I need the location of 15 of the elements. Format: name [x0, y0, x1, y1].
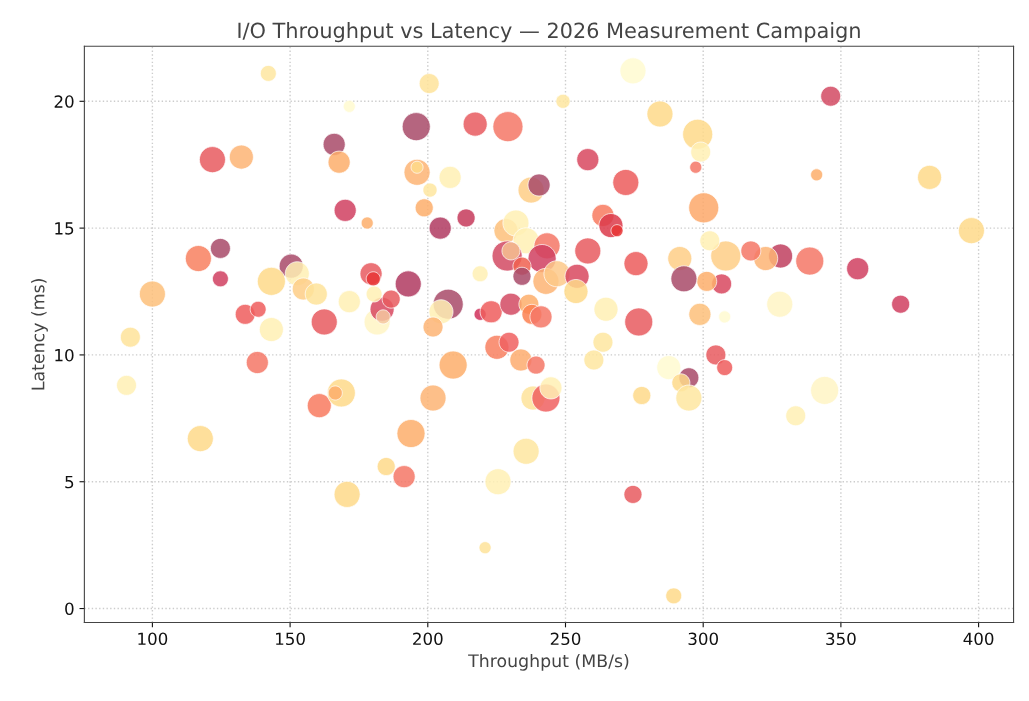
y-tick-label: 5	[65, 475, 74, 489]
x-tick-label: 300	[688, 632, 718, 646]
x-tick-label: 350	[826, 632, 856, 646]
x-tick-label: 250	[550, 632, 581, 646]
y-tick-label: 20	[54, 95, 74, 108]
y-tick-label: 10	[55, 348, 74, 362]
x-tick-label: 100	[138, 632, 168, 646]
y-axis-title: Latency (ms)	[31, 279, 48, 390]
y-tick-label: 15	[55, 222, 74, 235]
x-tick-label: 150	[276, 632, 305, 646]
x-tick-label: 200	[413, 632, 443, 646]
x-axis-title: Throughput (MB/s)	[468, 653, 629, 671]
x-tick-label: 400	[963, 632, 994, 646]
chart-title: I/O Throughput vs Latency — 2026 Measurement Campaign	[238, 22, 860, 43]
y-tick-label: 0	[65, 602, 74, 616]
